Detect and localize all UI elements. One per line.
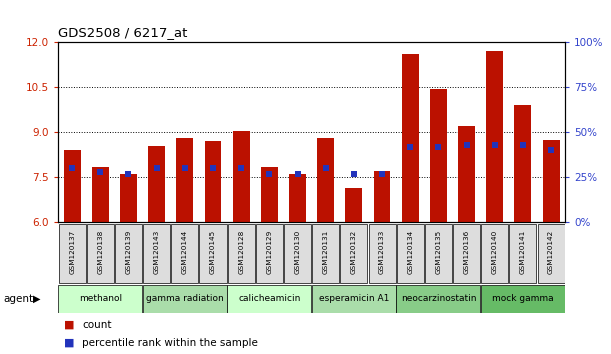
Bar: [368, 224, 395, 283]
Bar: [312, 224, 339, 283]
Bar: [510, 224, 536, 283]
Text: GSM120133: GSM120133: [379, 230, 385, 274]
Bar: [373, 171, 390, 222]
Text: GSM120137: GSM120137: [69, 230, 75, 274]
Point: [152, 166, 161, 171]
Bar: [425, 224, 452, 283]
Text: calicheamicin: calicheamicin: [238, 294, 301, 303]
Bar: [481, 224, 508, 283]
Text: agent: agent: [3, 294, 33, 304]
Point: [377, 171, 387, 177]
Bar: [228, 224, 255, 283]
Bar: [312, 285, 395, 313]
Text: GSM120136: GSM120136: [464, 230, 470, 274]
Point: [462, 142, 472, 148]
Bar: [397, 224, 424, 283]
Bar: [143, 224, 170, 283]
Bar: [340, 224, 367, 283]
Bar: [58, 285, 142, 313]
Point: [434, 144, 444, 150]
Text: GSM120144: GSM120144: [182, 230, 188, 274]
Bar: [514, 105, 532, 222]
Bar: [142, 285, 227, 313]
Bar: [177, 138, 193, 222]
Bar: [115, 224, 142, 283]
Bar: [453, 224, 480, 283]
Bar: [171, 224, 199, 283]
Bar: [64, 150, 81, 222]
Text: GSM120134: GSM120134: [407, 230, 413, 274]
Text: GSM120131: GSM120131: [323, 230, 329, 274]
Bar: [92, 167, 109, 222]
Point: [236, 166, 246, 171]
Point: [490, 142, 500, 148]
Bar: [543, 140, 560, 222]
Bar: [481, 285, 565, 313]
Bar: [256, 224, 283, 283]
Point: [95, 169, 105, 175]
Text: GDS2508 / 6217_at: GDS2508 / 6217_at: [58, 26, 188, 39]
Bar: [317, 138, 334, 222]
Bar: [148, 146, 165, 222]
Point: [208, 166, 218, 171]
Point: [321, 166, 331, 171]
Point: [123, 171, 133, 177]
Bar: [538, 224, 565, 283]
Bar: [345, 188, 362, 222]
Text: gamma radiation: gamma radiation: [146, 294, 224, 303]
Text: GSM120145: GSM120145: [210, 230, 216, 274]
Bar: [284, 224, 311, 283]
Bar: [261, 167, 278, 222]
Point: [546, 148, 556, 153]
Text: ■: ■: [64, 320, 75, 330]
Text: esperamicin A1: esperamicin A1: [319, 294, 389, 303]
Point: [293, 171, 302, 177]
Text: GSM120130: GSM120130: [295, 230, 301, 274]
Bar: [227, 285, 311, 313]
Text: GSM120142: GSM120142: [548, 230, 554, 274]
Text: percentile rank within the sample: percentile rank within the sample: [82, 338, 258, 348]
Text: GSM120132: GSM120132: [351, 230, 357, 274]
Bar: [199, 224, 227, 283]
Text: GSM120143: GSM120143: [153, 230, 159, 274]
Text: neocarzinostatin: neocarzinostatin: [401, 294, 476, 303]
Text: GSM120140: GSM120140: [492, 230, 498, 274]
Point: [518, 142, 528, 148]
Bar: [205, 141, 221, 222]
Text: ■: ■: [64, 338, 75, 348]
Text: GSM120135: GSM120135: [436, 230, 441, 274]
Bar: [486, 51, 503, 222]
Text: methanol: methanol: [79, 294, 122, 303]
Text: mock gamma: mock gamma: [492, 294, 554, 303]
Bar: [120, 175, 137, 222]
Point: [67, 166, 77, 171]
Text: GSM120128: GSM120128: [238, 230, 244, 274]
Bar: [458, 126, 475, 222]
Point: [180, 166, 189, 171]
Bar: [289, 175, 306, 222]
Bar: [396, 285, 480, 313]
Text: GSM120141: GSM120141: [520, 230, 526, 274]
Bar: [430, 89, 447, 222]
Text: GSM120138: GSM120138: [97, 230, 103, 274]
Text: GSM120139: GSM120139: [125, 230, 131, 274]
Bar: [87, 224, 114, 283]
Text: ▶: ▶: [33, 294, 40, 304]
Text: count: count: [82, 320, 112, 330]
Bar: [233, 131, 250, 222]
Point: [349, 171, 359, 177]
Point: [265, 171, 274, 177]
Bar: [59, 224, 86, 283]
Text: GSM120129: GSM120129: [266, 230, 273, 274]
Bar: [402, 55, 419, 222]
Point: [405, 144, 415, 150]
